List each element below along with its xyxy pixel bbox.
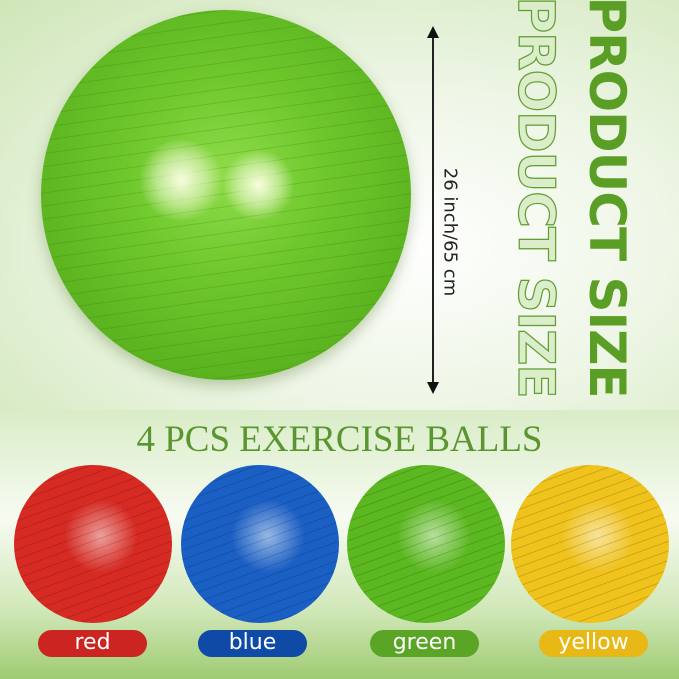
- color-label-yellow: yellow: [539, 630, 648, 657]
- red-ball-image: [14, 465, 172, 623]
- product-size-heading: PRODUCT SIZE: [578, 0, 636, 398]
- green-ball-image: [347, 465, 505, 623]
- dimension-label: 26 inch/65 cm: [439, 167, 461, 297]
- large-green-ball-image: [41, 10, 411, 380]
- blue-ball-image: [181, 465, 339, 623]
- yellow-ball-image: [511, 465, 669, 623]
- color-label-red: red: [38, 630, 147, 657]
- dimension-arrow-icon: [427, 26, 439, 394]
- color-label-blue: blue: [198, 630, 307, 657]
- product-size-outline-heading: PRODUCT SIZE: [506, 0, 565, 398]
- section-title: 4 PCS EXERCISE BALLS: [136, 419, 543, 460]
- color-label-green: green: [370, 630, 479, 657]
